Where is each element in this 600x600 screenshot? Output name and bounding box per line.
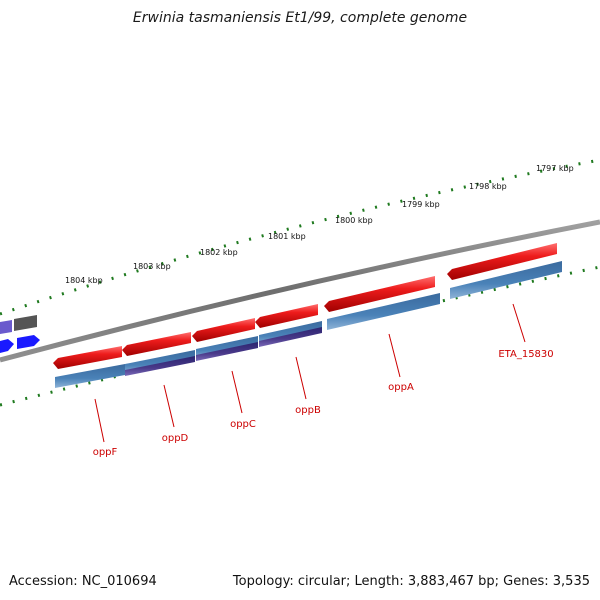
- outer-ruler-line: [0, 158, 600, 316]
- kbp-label-1802: 1802 kbp: [200, 248, 238, 257]
- gene-partial-purple: [0, 320, 12, 334]
- gene-arrow-oppF: [53, 346, 122, 369]
- cds-bar-ETA_15830: [450, 261, 562, 299]
- gene-arrow-oppA: [324, 276, 435, 312]
- leader-line-ETA_15830: [512, 303, 526, 343]
- leader-line-oppF: [94, 398, 105, 443]
- gene-label-oppB: oppB: [295, 405, 321, 416]
- gene-arrow-oppD: [122, 332, 191, 356]
- gene-label-oppD: oppD: [162, 433, 189, 444]
- kbp-label-1804: 1804 kbp: [65, 276, 103, 285]
- kbp-label-1798: 1798 kbp: [469, 182, 507, 191]
- leader-line-oppC: [231, 370, 243, 414]
- gene-partial-blue-right: [17, 335, 40, 349]
- leader-line-oppB: [295, 356, 307, 400]
- accession-text: Accession: NC_010694: [9, 574, 157, 589]
- gene-label-ETA_15830: ETA_15830: [498, 349, 553, 360]
- kbp-label-1799: 1799 kbp: [402, 200, 440, 209]
- kbp-label-1803: 1803 kbp: [133, 262, 171, 271]
- kbp-label-1800: 1800 kbp: [335, 216, 373, 225]
- gene-label-oppC: oppC: [230, 419, 256, 430]
- genome-backbone: [0, 219, 600, 363]
- kbp-label-1801: 1801 kbp: [268, 232, 306, 241]
- gene-arrow-oppC: [192, 318, 255, 342]
- genome-summary-text: Topology: circular; Length: 3,883,467 bp…: [232, 574, 590, 589]
- leader-line-oppA: [388, 333, 401, 378]
- cds-bar-oppB-strip: [259, 327, 322, 347]
- cds-bar-oppD-strip: [125, 356, 195, 376]
- gene-arrow-oppB: [255, 304, 318, 328]
- genome-title: Erwinia tasmaniensis Et1/99, complete ge…: [132, 10, 468, 26]
- gene-label-oppF: oppF: [93, 447, 118, 458]
- gene-label-oppA: oppA: [388, 382, 414, 393]
- leader-line-oppD: [163, 384, 175, 428]
- cds-bar-oppC-strip: [196, 342, 258, 361]
- gene-partial-blue-left: [0, 339, 14, 353]
- gene-arrow-ETA_15830: [447, 243, 557, 280]
- cds-bar-oppF: [55, 364, 125, 388]
- cds-bar-oppA: [327, 293, 440, 330]
- gene-partial-gray: [14, 315, 37, 331]
- kbp-label-1797: 1797 kbp: [536, 164, 574, 173]
